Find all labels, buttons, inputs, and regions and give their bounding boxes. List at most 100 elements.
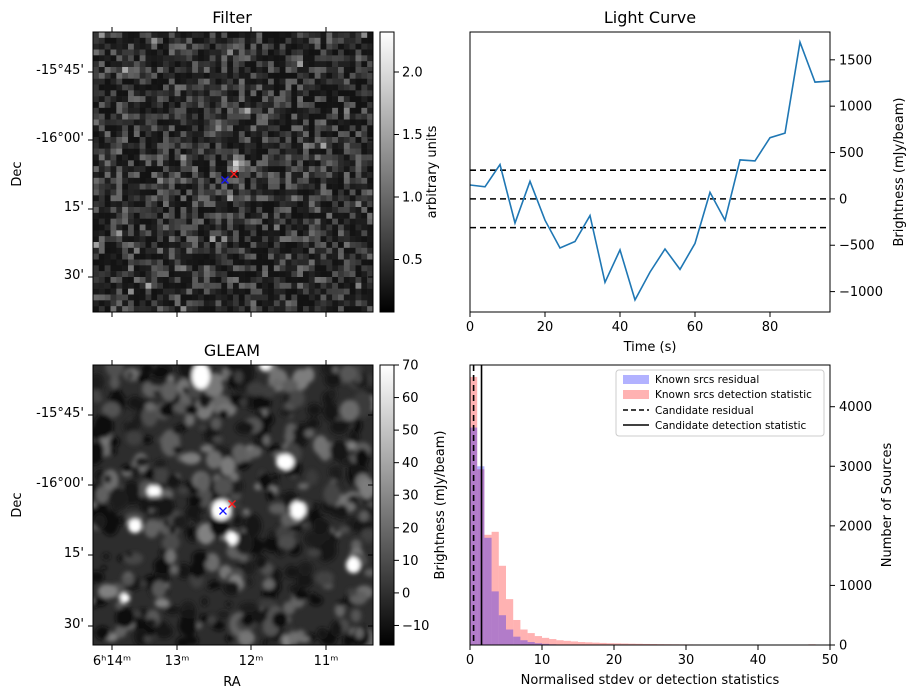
filter-pixel (343, 207, 350, 214)
filter-pixel (233, 230, 240, 237)
filter-pixel (273, 72, 280, 79)
filter-pixel (151, 137, 158, 144)
filter-pixel (145, 207, 152, 214)
filter-pixel (244, 61, 251, 68)
filter-pixel (104, 49, 111, 56)
filter-pixel (349, 183, 356, 190)
filter-pixel (192, 90, 199, 97)
filter-pixel (180, 131, 187, 138)
filter-pixel (122, 253, 129, 260)
filter-pixel (198, 265, 205, 272)
filter-pixel (174, 218, 181, 225)
filter-pixel (291, 242, 298, 249)
filter-pixel (174, 160, 181, 167)
filter-pixel (244, 55, 251, 62)
histogram-x-tick: 40 (750, 653, 767, 668)
gleam-noise (147, 502, 157, 509)
filter-pixel (256, 201, 263, 208)
filter-pixel (157, 236, 164, 243)
filter-pixel (133, 177, 140, 184)
filter-pixel (367, 102, 374, 109)
gleam-noise (225, 634, 235, 643)
filter-pixel (332, 306, 339, 313)
filter-pixel (355, 102, 362, 109)
gleam-noise (316, 627, 329, 640)
filter-pixel (367, 236, 374, 243)
filter-pixel (273, 61, 280, 68)
filter-pixel (320, 137, 327, 144)
gleam-noise (342, 634, 354, 645)
filter-pixel (314, 247, 321, 254)
filter-pixel (250, 137, 257, 144)
gleam-noise (295, 423, 311, 444)
histogram-bar-detection (614, 643, 622, 645)
filter-pixel (250, 177, 257, 184)
filter-pixel (320, 242, 327, 249)
filter-pixel (122, 230, 129, 237)
filter-pixel (198, 55, 205, 62)
filter-pixel (133, 183, 140, 190)
histogram-bar-residual (534, 643, 542, 645)
filter-pixel (128, 32, 135, 39)
filter-pixel (151, 125, 158, 132)
filter-pixel (221, 166, 228, 173)
gleam-noise (157, 496, 175, 518)
filter-pixel (262, 212, 269, 219)
filter-pixel (227, 247, 234, 254)
filter-pixel (145, 300, 152, 307)
filter-pixel (145, 84, 152, 91)
filter-pixel (151, 294, 158, 301)
filter-pixel (343, 78, 350, 85)
filter-pixel (273, 230, 280, 237)
filter-pixel (104, 177, 111, 184)
filter-pixel (203, 107, 210, 114)
filter-pixel (349, 306, 356, 313)
filter-pixel (139, 32, 146, 39)
filter-pixel (291, 43, 298, 50)
filter-pixel (361, 177, 368, 184)
gleam-noise (280, 512, 294, 527)
filter-pixel (122, 113, 129, 120)
filter-pixel (367, 113, 374, 120)
filter-pixel (314, 253, 321, 260)
filter-pixel (203, 154, 210, 161)
filter-pixel (367, 294, 374, 301)
filter-pixel (268, 207, 275, 214)
filter-pixel (180, 78, 187, 85)
filter-pixel (192, 183, 199, 190)
filter-pixel (174, 201, 181, 208)
filter-pixel (221, 207, 228, 214)
filter-pixel (145, 72, 152, 79)
filter-pixel (93, 177, 100, 184)
filter-pixel (180, 160, 187, 167)
filter-pixel (186, 242, 193, 249)
filter-pixel (361, 154, 368, 161)
gleam-noise (271, 568, 283, 584)
filter-pixel (256, 212, 263, 219)
filter-pixel (268, 247, 275, 254)
filter-pixel (361, 172, 368, 179)
filter-pixel (338, 247, 345, 254)
filter-pixel (285, 67, 292, 74)
filter-pixel (297, 177, 304, 184)
filter-pixel (116, 306, 123, 313)
filter-pixel (367, 154, 374, 161)
filter-pixel (128, 247, 135, 254)
filter-pixel (221, 37, 228, 44)
filter-pixel (209, 137, 216, 144)
filter-pixel (303, 300, 310, 307)
filter-pixel (122, 96, 129, 103)
filter-pixel (338, 107, 345, 114)
filter-pixel (367, 212, 374, 219)
filter-pixel (209, 177, 216, 184)
filter-pixel (314, 113, 321, 120)
filter-pixel (326, 90, 333, 97)
filter-pixel (332, 119, 339, 126)
filter-pixel (104, 154, 111, 161)
filter-pixel (110, 154, 117, 161)
filter-pixel (116, 49, 123, 56)
filter-pixel (338, 90, 345, 97)
gleam-noise (93, 501, 97, 508)
filter-pixel (361, 247, 368, 254)
filter-pixel (238, 247, 245, 254)
